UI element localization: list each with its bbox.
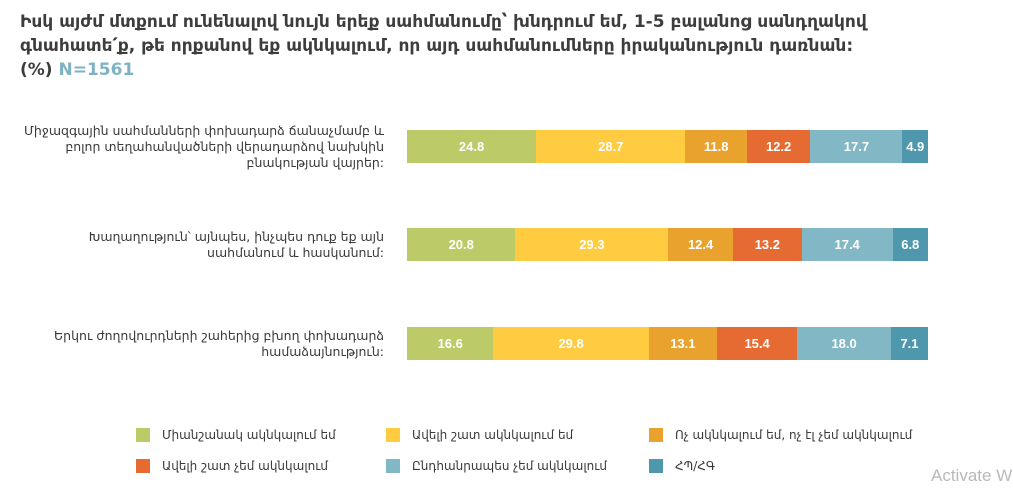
sample-size: N=1561 [58,60,135,80]
bar-segment: 17.7 [810,130,903,163]
legend-item: Միանշանակ ակնկալում եմ [136,428,336,442]
data-label: 11.8 [703,139,729,154]
legend-label: Ոչ ակնկալում եմ, ոչ էլ չեմ ակնկալում [675,428,913,442]
data-label: 7.1 [900,336,919,351]
data-label: 13.1 [670,336,696,351]
legend-item: Ընդհանրապես չեմ ակնկալում [386,459,607,473]
data-label: 18.0 [831,336,857,351]
data-label: 13.2 [754,237,780,252]
legend-item: ՀՊ/ՀԳ [649,459,715,473]
legend-swatch [386,428,400,442]
data-label: 29.8 [558,336,584,351]
data-label: 12.2 [765,139,792,154]
bar-segment: 6.8 [892,228,928,261]
bar-segment: 15.4 [716,327,798,360]
bar-segment: 28.7 [536,130,686,163]
stacked-bar: 16.6 29.8 13.1 15.4 18.0 7.1 [407,327,928,360]
data-label: 17.7 [843,139,870,154]
bar-segment: 11.8 [685,130,747,163]
bar-segment: 17.4 [801,228,893,261]
bar-segment: 20.8 [407,228,516,261]
bar-segment: 13.1 [648,327,717,360]
data-label: 16.6 [437,336,463,351]
data-label: 17.4 [834,237,860,252]
bar-segment: 29.8 [493,327,649,360]
legend-swatch [649,428,663,442]
legend-item: Ավելի շատ ակնկալում եմ [386,428,573,442]
bar-segment: 24.8 [407,130,537,163]
data-label: 15.4 [744,336,770,351]
legend-label: ՀՊ/ՀԳ [675,459,715,473]
chart-title-text: Իսկ այժմ մտքում ունենալով նույն երեք սահ… [20,12,867,80]
bar-segment: 12.2 [746,130,811,163]
category-label: Միջազգային սահմանների փոխադարձ ճանաչմամբ… [24,122,384,170]
data-label: 6.8 [901,237,920,252]
bar-segment: 12.4 [668,228,733,261]
legend-swatch [136,428,150,442]
stacked-bar: 20.8 29.3 12.4 13.2 17.4 6.8 [407,228,928,261]
legend-label: Ավելի շատ չեմ ակնկալում [162,459,329,473]
stacked-bar: 24.8 28.7 11.8 12.2 17.7 4.9 [407,130,928,163]
category-label: Խաղաղություն՝ այնպես, ինչպես դուք եք այն… [88,228,384,260]
legend-label: Միանշանակ ակնկալում եմ [162,428,336,442]
data-label: 12.4 [687,237,714,252]
bar-segment: 29.3 [515,228,669,261]
legend-item: Ավելի շատ չեմ ակնկալում [136,459,328,473]
chart-title: Իսկ այժմ մտքում ունենալով նույն երեք սահ… [20,10,870,82]
bar-segment: 13.2 [732,228,802,261]
data-label: 28.7 [598,139,624,154]
bar-segment: 18.0 [797,327,891,360]
bar-segment: 4.9 [902,130,928,163]
data-label: 4.9 [906,139,925,154]
data-label: 20.8 [448,237,474,252]
legend-swatch [136,459,150,473]
legend-swatch [386,459,400,473]
data-label: 24.8 [458,139,485,154]
legend-swatch [649,459,663,473]
activate-windows-watermark: Activate W [931,466,1013,485]
legend-label: Ավելի շատ ակնկալում եմ [412,428,574,442]
bar-segment: 7.1 [891,327,928,360]
legend-item: Ոչ ակնկալում եմ, ոչ էլ չեմ ակնկալում [649,428,912,442]
data-label: 29.3 [579,237,605,252]
legend-label: Ընդհանրապես չեմ ակնկալում [412,459,608,473]
category-label: Երկու ժողովուրդների շահերից բխող փոխադար… [54,327,384,359]
bar-segment: 16.6 [407,327,494,360]
